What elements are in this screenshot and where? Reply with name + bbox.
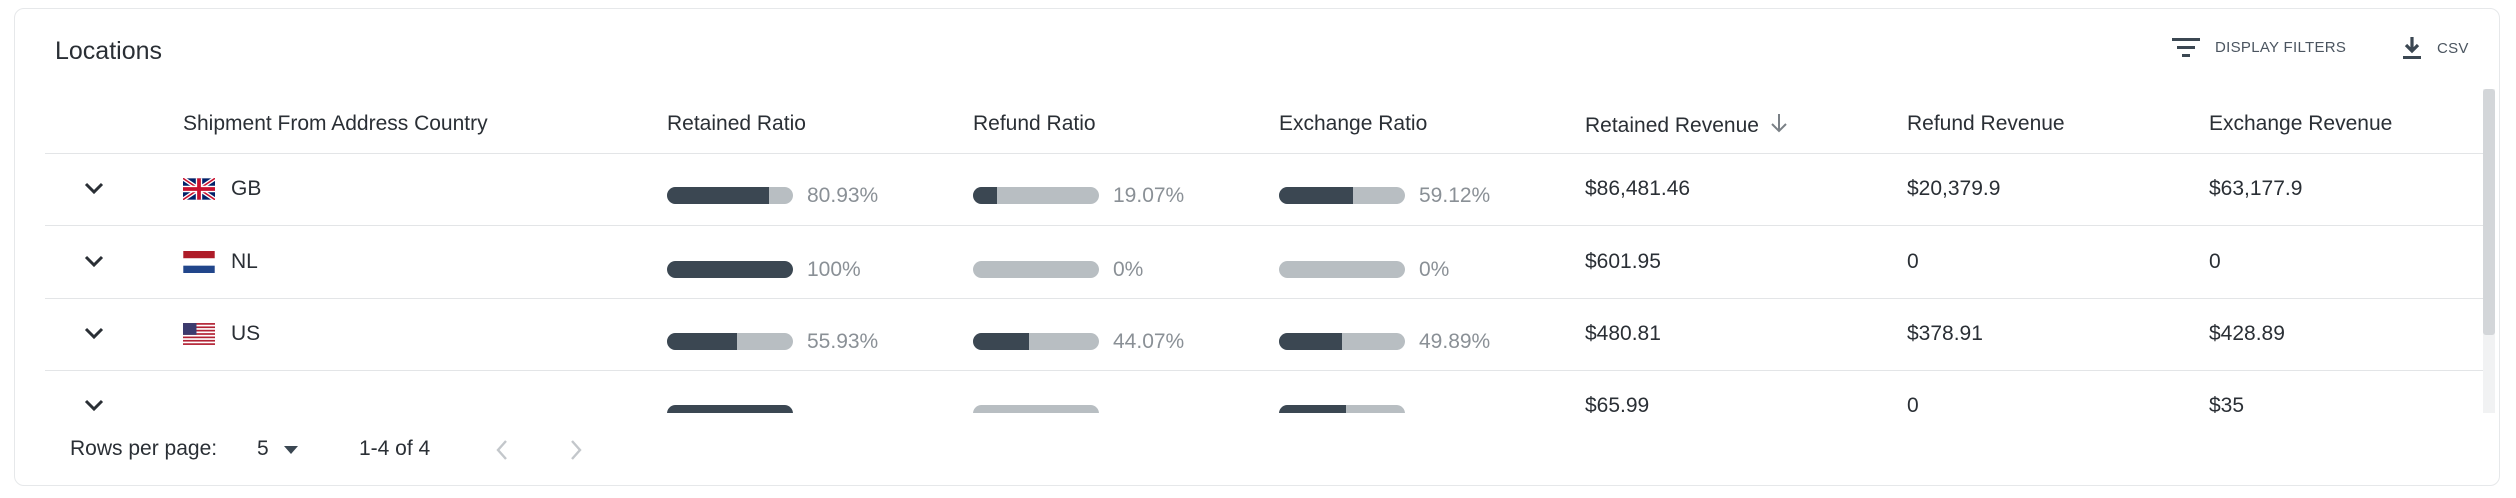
- nl-flag-icon: [183, 251, 215, 273]
- table-scrollbar[interactable]: [2483, 89, 2495, 413]
- chevron-down-icon: [84, 182, 104, 195]
- filter-list-icon: [2171, 35, 2201, 59]
- refund-ratio-bar-fill: [973, 333, 1029, 350]
- retained-ratio-bar-fill: [667, 261, 793, 278]
- exchange-ratio-bar: [1279, 187, 1405, 204]
- exchange-ratio-bar-fill: [1279, 333, 1342, 350]
- retained-revenue-value: $480.81: [1585, 322, 1661, 345]
- rows-per-page-label: Rows per page:: [70, 437, 218, 460]
- refund-revenue-value: 0: [1907, 250, 1919, 273]
- locations-table: Shipment From Address Country Retained R…: [45, 89, 2495, 413]
- table-header: Shipment From Address Country Retained R…: [45, 89, 2495, 154]
- refund-ratio-bar-fill: [973, 187, 998, 204]
- table-row[interactable]: US 55.93% 44.07% 49.89% $480.81 $378.91 $428.8…: [45, 298, 2495, 371]
- country-code: GB: [231, 177, 262, 200]
- card-title: Locations: [55, 37, 163, 65]
- expand-row-button[interactable]: [83, 394, 105, 413]
- refund-ratio-value: 44.07%: [1113, 330, 1185, 353]
- retained-ratio-bar-fill: [667, 333, 738, 350]
- chevron-down-icon: [84, 327, 104, 340]
- refund-ratio-value: 0%: [1113, 258, 1144, 281]
- chevron-down-icon: [84, 399, 104, 412]
- expand-row-button[interactable]: [83, 250, 105, 272]
- retained-revenue-value: $65.99: [1585, 394, 1650, 413]
- expand-row-button[interactable]: [83, 177, 105, 199]
- refund-ratio-bar: [973, 405, 1099, 413]
- refund-ratio-bar: [973, 187, 1099, 204]
- column-header-country[interactable]: Shipment From Address Country: [183, 112, 488, 135]
- exchange-revenue-value: 0: [2209, 250, 2221, 273]
- country-code: US: [231, 322, 261, 345]
- locations-card: Locations DISPLAY FILTERS CSV Shipment F…: [14, 8, 2500, 486]
- retained-ratio-bar: [667, 405, 793, 413]
- chevron-right-icon: [569, 440, 583, 466]
- exchange-revenue-value: $35: [2209, 394, 2245, 413]
- refund-ratio-value: 19.07%: [1113, 184, 1185, 207]
- pagination-range: 1-4 of 4: [359, 437, 431, 460]
- column-header-refund-revenue[interactable]: Refund Revenue: [1907, 112, 2065, 135]
- sort-descending-icon[interactable]: [1769, 112, 1789, 140]
- expand-row-button[interactable]: [83, 322, 105, 344]
- refund-ratio-bar: [973, 333, 1099, 350]
- exchange-ratio-bar-fill: [1279, 405, 1346, 413]
- country-code: NL: [231, 250, 258, 273]
- scrollbar-thumb[interactable]: [2483, 89, 2495, 335]
- csv-label: CSV: [2437, 39, 2469, 57]
- table-row[interactable]: GB 80.93% 19.07% 59.12% $86,481.46 $20,379.9 $…: [45, 153, 2495, 226]
- retained-revenue-value: $601.95: [1585, 250, 1661, 273]
- next-page-button[interactable]: [569, 439, 583, 467]
- rows-per-page-value: 5: [257, 437, 269, 460]
- previous-page-button[interactable]: [495, 439, 509, 467]
- exchange-ratio-bar: [1279, 333, 1405, 350]
- retained-revenue-value: $86,481.46: [1585, 177, 1691, 200]
- column-header-exchange-revenue[interactable]: Exchange Revenue: [2209, 112, 2393, 135]
- chevron-left-icon: [495, 440, 509, 466]
- us-flag-icon: [183, 323, 215, 345]
- retained-revenue-header-label: Retained Revenue: [1585, 114, 1759, 137]
- exchange-ratio-bar-fill: [1279, 187, 1354, 204]
- retained-ratio-value: 80.93%: [807, 184, 879, 207]
- rows-per-page-select[interactable]: 5: [257, 437, 299, 461]
- refund-revenue-value: $20,379.9: [1907, 177, 2001, 200]
- pagination-footer: Rows per page: 5 1-4 of 4: [15, 413, 2501, 483]
- exchange-ratio-value: 59.12%: [1419, 184, 1491, 207]
- column-header-exchange-ratio[interactable]: Exchange Ratio: [1279, 112, 1428, 135]
- csv-download-button[interactable]: CSV: [2401, 35, 2469, 61]
- exchange-ratio-value: 0%: [1419, 258, 1450, 281]
- refund-revenue-value: $378.91: [1907, 322, 1983, 345]
- display-filters-label: DISPLAY FILTERS: [2215, 38, 2347, 56]
- exchange-ratio-value: 49.89%: [1419, 330, 1491, 353]
- column-header-retained-revenue[interactable]: Retained Revenue: [1585, 112, 1789, 140]
- table-row[interactable]: $65.99 0 $35: [45, 370, 2495, 413]
- table-row[interactable]: NL 100% 0% 0% $601.95 0 0: [45, 226, 2495, 299]
- caret-down-icon: [283, 437, 299, 461]
- column-header-refund-ratio[interactable]: Refund Ratio: [973, 112, 1096, 135]
- uk-flag-icon: [181, 176, 217, 202]
- exchange-revenue-value: $63,177.9: [2209, 177, 2303, 200]
- exchange-ratio-bar: [1279, 261, 1405, 278]
- display-filters-button[interactable]: DISPLAY FILTERS: [2171, 35, 2346, 59]
- retained-ratio-bar: [667, 187, 793, 204]
- refund-revenue-value: 0: [1907, 394, 1919, 413]
- column-header-retained-ratio[interactable]: Retained Ratio: [667, 112, 806, 135]
- retained-ratio-bar-fill: [667, 187, 769, 204]
- retained-ratio-value: 55.93%: [807, 330, 879, 353]
- retained-ratio-bar-fill: [667, 405, 793, 413]
- exchange-revenue-value: $428.89: [2209, 322, 2285, 345]
- download-icon: [2401, 35, 2423, 61]
- retained-ratio-bar: [667, 333, 793, 350]
- chevron-down-icon: [84, 255, 104, 268]
- exchange-ratio-bar: [1279, 405, 1405, 413]
- refund-ratio-bar: [973, 261, 1099, 278]
- retained-ratio-bar: [667, 261, 793, 278]
- retained-ratio-value: 100%: [807, 258, 861, 281]
